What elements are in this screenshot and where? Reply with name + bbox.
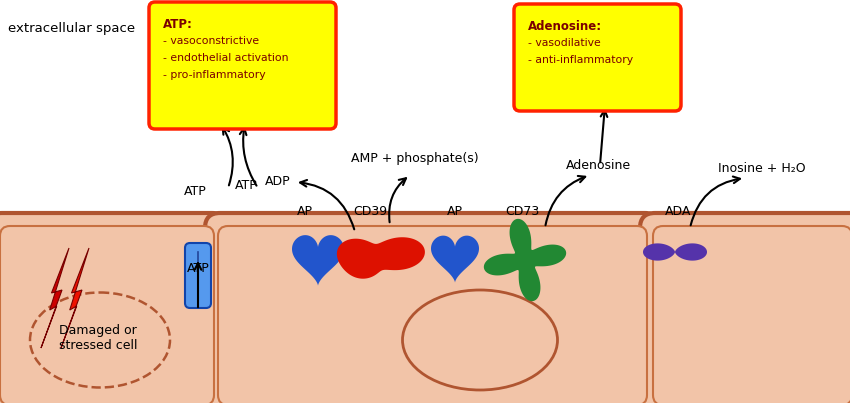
Text: ATP: ATP <box>187 262 209 275</box>
FancyBboxPatch shape <box>185 243 211 308</box>
Text: AMP + phosphate(s): AMP + phosphate(s) <box>351 152 479 165</box>
FancyBboxPatch shape <box>0 213 227 403</box>
Text: Adenosine:: Adenosine: <box>528 20 602 33</box>
Text: - vasoconstrictive: - vasoconstrictive <box>163 36 259 46</box>
FancyBboxPatch shape <box>640 213 850 403</box>
Text: AP: AP <box>447 205 463 218</box>
Polygon shape <box>643 243 707 261</box>
Text: ATP:: ATP: <box>163 18 193 31</box>
Text: Adenosine: Adenosine <box>565 159 631 172</box>
Text: ADP: ADP <box>265 175 291 188</box>
FancyBboxPatch shape <box>205 213 660 403</box>
Text: Inosine + H₂O: Inosine + H₂O <box>718 162 806 175</box>
Text: ATP: ATP <box>235 179 258 192</box>
FancyBboxPatch shape <box>0 226 214 403</box>
FancyBboxPatch shape <box>149 2 336 129</box>
Text: AP: AP <box>297 205 313 218</box>
Polygon shape <box>337 237 425 279</box>
Text: - vasodilative: - vasodilative <box>528 38 601 48</box>
Text: - endothelial activation: - endothelial activation <box>163 53 288 63</box>
Text: - pro-inflammatory: - pro-inflammatory <box>163 70 265 80</box>
Text: Damaged or
stressed cell: Damaged or stressed cell <box>59 324 137 352</box>
Text: ADA: ADA <box>665 205 691 218</box>
FancyBboxPatch shape <box>653 226 850 403</box>
Text: CD73: CD73 <box>505 205 539 218</box>
Text: extracellular space: extracellular space <box>8 22 135 35</box>
Polygon shape <box>484 219 566 301</box>
FancyBboxPatch shape <box>514 4 681 111</box>
Text: CD39: CD39 <box>353 205 387 218</box>
Text: ATP: ATP <box>184 185 207 198</box>
Polygon shape <box>292 235 344 286</box>
FancyBboxPatch shape <box>218 226 647 403</box>
Polygon shape <box>61 248 89 348</box>
Polygon shape <box>41 248 69 348</box>
Text: - anti-inflammatory: - anti-inflammatory <box>528 55 633 65</box>
Polygon shape <box>431 236 479 283</box>
